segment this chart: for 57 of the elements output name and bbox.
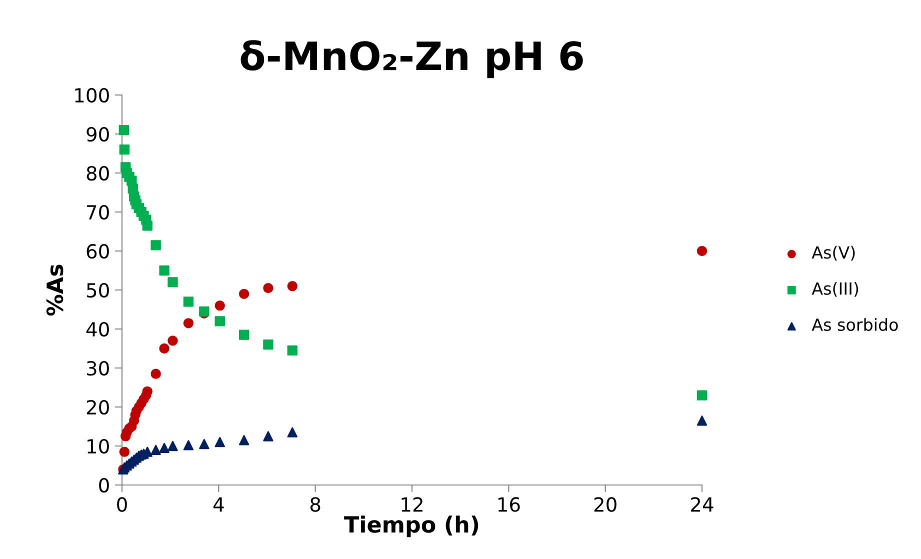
point [696, 246, 708, 256]
x-tick-label: 12 [402, 497, 422, 512]
y-tick-label: 70 [87, 204, 109, 220]
y-tick-label: 90 [86, 126, 109, 142]
point [287, 427, 298, 438]
y-tick-label: 0 [99, 478, 109, 493]
point [168, 440, 178, 452]
point [142, 220, 152, 231]
y-tick-label: 10 [88, 438, 109, 454]
y-axis-title: %As [46, 264, 64, 316]
point [696, 390, 708, 400]
point [119, 446, 130, 457]
y-tick-label: 60 [86, 244, 109, 259]
y-tick-label: 100 [75, 88, 109, 103]
x-tick-label: 16 [498, 497, 520, 512]
x-tick-label: 0 [117, 497, 127, 512]
point [142, 386, 152, 396]
x-tick-label: 20 [594, 497, 616, 512]
y-tick-label: 20 [86, 400, 109, 415]
chart-title: δ-MnO₂-Zn pH 6 [240, 40, 583, 78]
point [168, 277, 178, 288]
point [238, 330, 250, 340]
x-tick-label: 8 [310, 497, 320, 512]
point [119, 144, 130, 155]
legend-label: As(V) [812, 246, 855, 261]
point [214, 316, 225, 326]
point [238, 435, 250, 446]
point [199, 438, 210, 450]
point [238, 288, 250, 299]
y-tick-label: 40 [86, 322, 109, 337]
x-tick-label: 4 [213, 497, 224, 512]
point [214, 437, 225, 448]
point [214, 300, 225, 311]
point [183, 440, 194, 450]
legend-label: As sorbido [812, 318, 898, 331]
point [263, 431, 274, 442]
point [263, 282, 274, 294]
point [150, 368, 161, 379]
point [287, 281, 298, 292]
point [263, 340, 274, 350]
point [150, 240, 161, 250]
point [696, 416, 708, 426]
y-tick-label: 80 [86, 166, 109, 181]
y-tick-label: 30 [86, 360, 109, 376]
point [150, 444, 161, 455]
legend-label: As(III) [812, 282, 858, 297]
point [159, 265, 170, 276]
point [118, 125, 130, 136]
x-tick-label: 24 [691, 497, 714, 512]
point [183, 318, 194, 328]
point [287, 345, 298, 356]
point [159, 442, 170, 454]
point [159, 343, 170, 354]
point [168, 336, 178, 346]
point [183, 296, 194, 307]
y-tick-label: 50 [86, 282, 109, 298]
x-axis-title: Tiempo (h) [344, 516, 478, 538]
